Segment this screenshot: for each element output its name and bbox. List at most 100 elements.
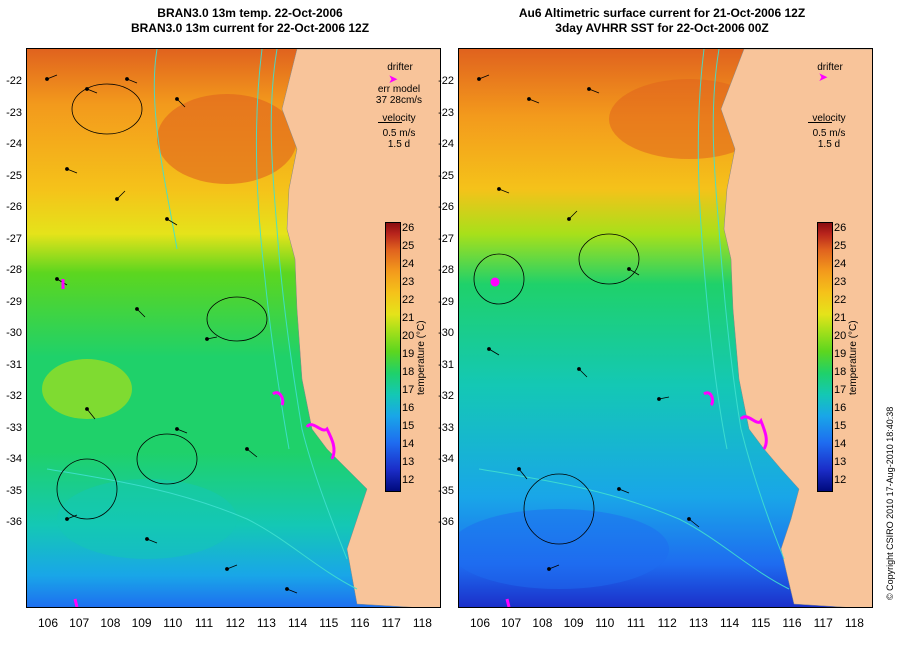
longitude-tick-label: 112 <box>657 616 677 630</box>
longitude-tick-label: 113 <box>256 616 276 630</box>
drifter-tracks <box>490 277 768 607</box>
warm-patch <box>157 94 297 184</box>
colorbar-tick-label: 16 <box>834 402 847 414</box>
colorbar-label: temperature (°C) <box>848 320 859 395</box>
warm-patch <box>42 359 132 419</box>
longitude-tick-label: 107 <box>69 616 90 630</box>
longitude-tick-label: 106 <box>469 616 491 630</box>
latitude-tick-label: -29 <box>438 295 454 308</box>
latitude-tick-label: -30 <box>6 327 22 339</box>
colorbar-tick-label: 23 <box>834 276 847 288</box>
colorbar-label: temperature (°C) <box>416 320 427 395</box>
longitude-tick-label: 118 <box>844 616 864 630</box>
err-model-value: 37 28cm/s <box>375 95 423 106</box>
longitude-tick-label: 108 <box>100 616 121 630</box>
longitude-tick-label: 115 <box>751 616 771 630</box>
drifter-marker-icon: ➤ <box>818 70 829 84</box>
colorbar-tick-label: 18 <box>834 366 847 378</box>
longitude-tick-label: 113 <box>688 616 708 630</box>
colorbar-tick-label: 25 <box>402 240 415 252</box>
longitude-tick-label: 112 <box>225 616 245 630</box>
drifter-marker-icon: ➤ <box>388 72 399 86</box>
velocity-scale-days: 1.5 d <box>387 139 411 150</box>
latitude-tick-label: -30 <box>438 327 454 339</box>
latitude-tick-label: -23 <box>438 106 454 119</box>
colorbar-tick-label: 22 <box>834 294 847 306</box>
isobath-contours <box>478 49 790 590</box>
longitude-tick-label: 117 <box>813 616 833 630</box>
colorbar-tick-label: 15 <box>402 420 415 432</box>
err-model-label: err model <box>377 84 421 95</box>
current-vectors <box>45 74 298 594</box>
velocity-legend-label: velocity <box>812 113 846 124</box>
isobath-contours <box>46 49 358 590</box>
latitude-tick-label: -25 <box>438 169 454 182</box>
longitude-tick-label: 114 <box>288 616 308 630</box>
copyright-notice: © Copyright CSIRO 2010 17-Aug-2010 18:40… <box>885 406 895 600</box>
velocity-scale-arrow <box>378 122 402 123</box>
colorbar-tick-label: 19 <box>402 348 415 360</box>
longitude-tick-label: 118 <box>412 616 432 630</box>
temperature-colorbar <box>817 222 833 492</box>
latitude-tick-label: -29 <box>6 295 22 308</box>
longitude-tick-label: 115 <box>319 616 339 630</box>
longitude-tick-label: 116 <box>782 616 802 630</box>
latitude-tick-label: -31 <box>6 358 22 371</box>
colorbar-tick-label: 18 <box>402 366 415 378</box>
velocity-scale-days: 1.5 d <box>817 139 841 150</box>
current-vectors <box>477 74 700 571</box>
latitude-tick-label: -24 <box>6 138 22 150</box>
latitude-tick-label: -32 <box>6 390 22 402</box>
colorbar-tick-label: 19 <box>834 348 847 360</box>
eddy-streamlines <box>56 83 268 520</box>
colorbar-tick-label: 12 <box>834 474 847 486</box>
latitude-tick-label: -32 <box>438 390 454 402</box>
colorbar-tick-label: 24 <box>402 258 415 270</box>
latitude-tick-label: -34 <box>438 453 454 465</box>
latitude-tick-label: -24 <box>438 138 454 150</box>
latitude-tick-label: -33 <box>6 421 22 434</box>
latitude-tick-label: -28 <box>6 264 22 276</box>
latitude-tick-label: -35 <box>6 484 22 497</box>
colorbar-tick-label: 13 <box>402 456 415 468</box>
eddy-streamlines <box>473 233 640 545</box>
longitude-tick-label: 109 <box>131 616 152 630</box>
velocity-scale-value: 0.5 m/s <box>382 128 416 139</box>
colorbar-tick-label: 21 <box>834 312 847 324</box>
drifter-tracks <box>61 279 336 607</box>
longitude-tick-label: 116 <box>350 616 370 630</box>
latitude-tick-label: -26 <box>6 201 22 213</box>
left-panel-title: BRAN3.0 13m temp. 22-Oct-2006 BRAN3.0 13… <box>60 6 440 36</box>
longitude-tick-label: 108 <box>532 616 553 630</box>
latitude-tick-label: -31 <box>438 358 454 371</box>
drifter-legend-label: drifter <box>817 62 843 73</box>
longitude-tick-label: 111 <box>194 616 214 630</box>
colorbar-tick-label: 14 <box>402 438 415 450</box>
left-title-line1: BRAN3.0 13m temp. 22-Oct-2006 <box>157 6 343 20</box>
left-map-svg <box>27 49 440 607</box>
latitude-tick-label: -36 <box>6 516 22 528</box>
colorbar-tick-label: 24 <box>834 258 847 270</box>
colorbar-tick-label: 16 <box>402 402 415 414</box>
latitude-tick-label: -22 <box>6 75 22 87</box>
right-title-line2: 3day AVHRR SST for 22-Oct-2006 00Z <box>555 21 769 35</box>
colorbar-tick-label: 25 <box>834 240 847 252</box>
right-panel-title: Au6 Altimetric surface current for 21-Oc… <box>472 6 852 36</box>
latitude-tick-label: -22 <box>438 75 454 87</box>
right-map-svg <box>459 49 872 607</box>
colorbar-tick-label: 23 <box>402 276 415 288</box>
temperature-colorbar <box>385 222 401 492</box>
latitude-tick-label: -28 <box>438 264 454 276</box>
longitude-tick-label: 106 <box>37 616 59 630</box>
colorbar-tick-label: 22 <box>402 294 415 306</box>
cool-patch <box>459 509 669 589</box>
drifter-legend-label: drifter <box>387 62 413 73</box>
colorbar-tick-label: 13 <box>834 456 847 468</box>
colorbar-tick-label: 17 <box>402 384 415 396</box>
colorbar-tick-label: 14 <box>834 438 847 450</box>
longitude-tick-label: 107 <box>501 616 522 630</box>
latitude-tick-label: -27 <box>438 232 454 245</box>
colorbar-tick-label: 21 <box>402 312 415 324</box>
latitude-tick-label: -25 <box>6 169 22 182</box>
colorbar-tick-label: 12 <box>402 474 415 486</box>
